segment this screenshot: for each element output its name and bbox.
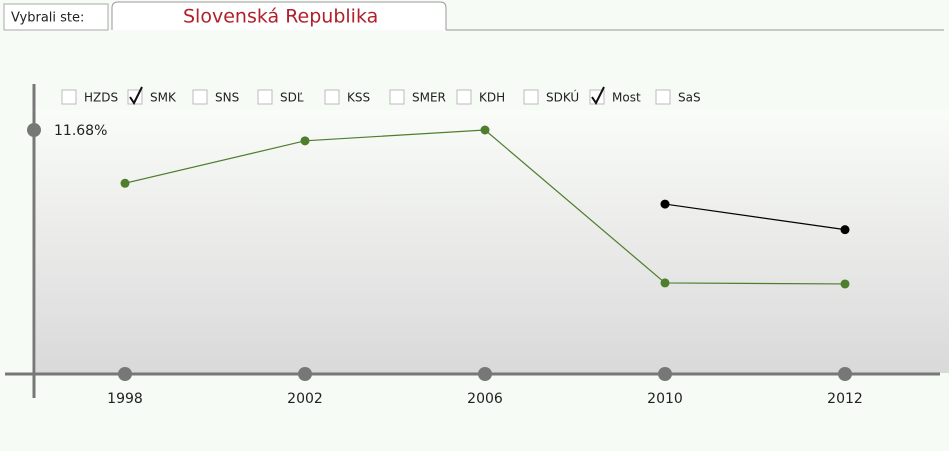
- data-point: [660, 199, 670, 209]
- data-point: [480, 125, 490, 135]
- x-tick-label: 2012: [827, 391, 863, 407]
- data-point: [300, 136, 310, 146]
- x-tick-marker: [298, 367, 312, 381]
- legend-label[interactable]: SaS: [678, 91, 701, 105]
- x-tick-label: 2002: [287, 391, 323, 407]
- legend-label[interactable]: SDKÚ: [546, 90, 579, 105]
- y-tick-marker: [27, 123, 41, 137]
- x-tick-label: 2006: [467, 391, 503, 407]
- x-tick-label: 1998: [107, 391, 143, 407]
- label-box: [3, 3, 109, 31]
- x-tick-label: 2010: [647, 391, 683, 407]
- tab-title[interactable]: Slovenská Republika: [183, 6, 378, 28]
- tab[interactable]: [111, 1, 447, 30]
- legend-label[interactable]: HZDS: [84, 91, 118, 105]
- checkbox[interactable]: [324, 89, 340, 105]
- data-point: [660, 278, 670, 288]
- series-line: [664, 203, 846, 231]
- legend-label[interactable]: KSS: [347, 91, 370, 105]
- checkbox[interactable]: [655, 89, 671, 105]
- legend-label[interactable]: Most: [612, 91, 641, 105]
- legend-label[interactable]: SMER: [412, 91, 446, 105]
- y-tick-label: 11.68%: [54, 123, 107, 139]
- checkbox[interactable]: [523, 89, 539, 105]
- legend-label[interactable]: SDĽ: [280, 91, 304, 105]
- data-point: [840, 279, 850, 289]
- x-tick-marker: [838, 367, 852, 381]
- checkbox[interactable]: [61, 89, 77, 105]
- checkbox[interactable]: [192, 89, 208, 105]
- selected-label: Vybrali ste:: [11, 11, 84, 26]
- x-tick-marker: [658, 367, 672, 381]
- x-tick-marker: [118, 367, 132, 381]
- checkbox[interactable]: [456, 89, 472, 105]
- checkbox[interactable]: [257, 89, 273, 105]
- plot-area: [36, 110, 949, 373]
- checkmark[interactable]: [129, 86, 143, 105]
- legend-label[interactable]: SMK: [150, 91, 177, 105]
- data-point: [840, 225, 850, 235]
- checkbox[interactable]: [389, 89, 405, 105]
- checkmark[interactable]: [591, 86, 605, 105]
- legend-label[interactable]: SNS: [215, 91, 239, 105]
- x-tick-marker: [478, 367, 492, 381]
- legend-label[interactable]: KDH: [479, 91, 505, 105]
- data-point: [120, 178, 130, 188]
